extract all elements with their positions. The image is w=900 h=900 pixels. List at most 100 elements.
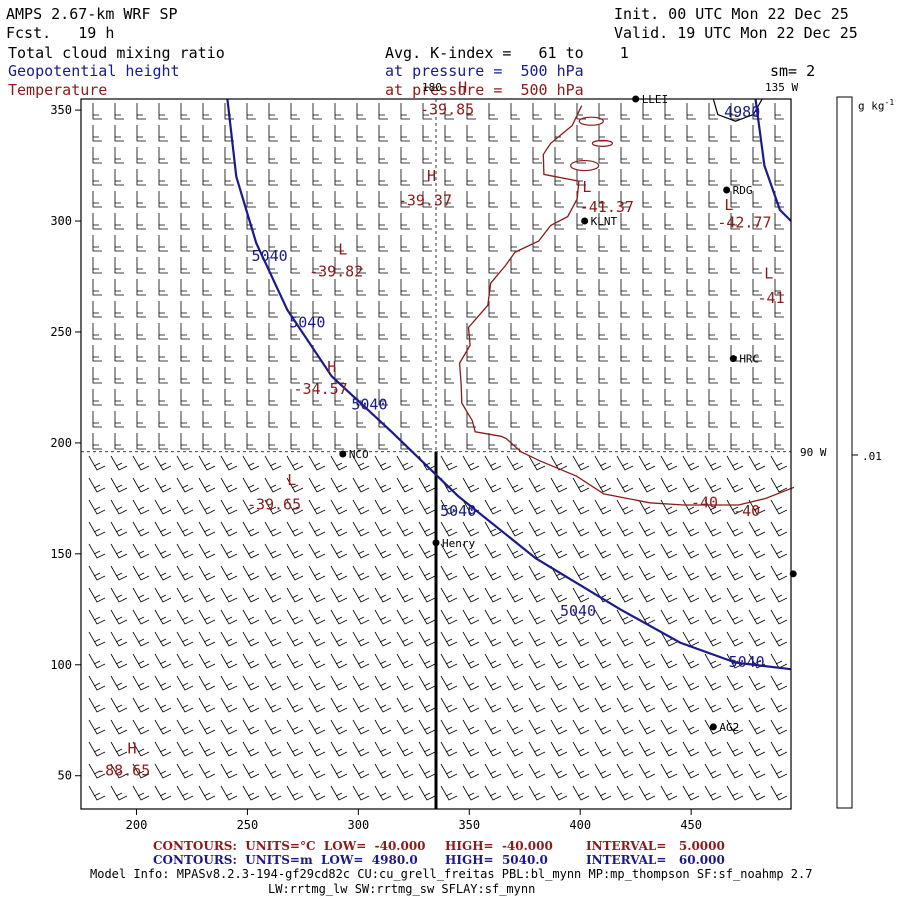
wind-barb	[154, 609, 172, 625]
wind-barb	[268, 103, 278, 120]
wind-barb	[686, 169, 696, 186]
forecast-hour: Fcst. 19 h	[6, 24, 115, 42]
wind-barb	[202, 191, 212, 208]
wind-barb	[202, 367, 212, 384]
wind-barb	[136, 103, 146, 120]
wind-barb	[312, 147, 322, 164]
wind-barb	[396, 675, 414, 691]
wind-barb	[748, 609, 766, 625]
wind-barb	[528, 719, 546, 735]
wind-barb	[598, 125, 608, 142]
wind-barb	[510, 125, 520, 142]
wind-barb	[312, 103, 322, 120]
wind-barb	[374, 653, 392, 669]
wind-barb	[180, 433, 190, 450]
wind-barb	[440, 697, 458, 713]
wind-barb	[308, 763, 326, 779]
wind-barb	[268, 411, 278, 428]
wind-barb	[378, 433, 388, 450]
wind-barb	[352, 543, 370, 559]
map-axes: 200 250 300 350 400 450 350 300 250 200 150 100 50	[50, 103, 702, 832]
wind-barb	[598, 147, 608, 164]
wind-barb	[220, 609, 238, 625]
wind-barb	[154, 675, 172, 691]
wind-barb	[180, 235, 190, 252]
wind-barb	[686, 257, 696, 274]
wind-barb	[616, 675, 634, 691]
wind-barb	[528, 785, 546, 801]
wind-barb	[774, 411, 784, 428]
wind-barb	[616, 653, 634, 669]
wind-barb	[704, 609, 722, 625]
wind-barb	[176, 565, 194, 581]
wind-barb	[642, 345, 652, 362]
wind-barb	[312, 301, 322, 318]
wind-barb	[396, 653, 414, 669]
extremum-marker: H	[427, 167, 436, 185]
wind-barb	[114, 103, 124, 120]
wind-barb	[220, 587, 238, 603]
wind-barb	[110, 455, 128, 471]
y-tick-label: 350	[50, 103, 72, 117]
wind-barb	[418, 741, 436, 757]
wind-barb	[730, 411, 740, 428]
wind-barb	[290, 411, 300, 428]
wind-barb	[374, 587, 392, 603]
wind-barb	[704, 631, 722, 647]
wind-barb	[550, 785, 568, 801]
wind-barb	[418, 763, 436, 779]
wind-barb	[620, 169, 630, 186]
wind-barb	[532, 147, 542, 164]
wind-barb	[418, 565, 436, 581]
wind-barb	[246, 367, 256, 384]
wind-barb	[308, 565, 326, 581]
wind-barb	[748, 477, 766, 493]
wind-barbs	[88, 103, 788, 801]
wind-barb	[198, 565, 216, 581]
wind-barb	[202, 279, 212, 296]
wind-barb	[484, 521, 502, 537]
wind-barb	[642, 433, 652, 450]
wind-barb	[550, 675, 568, 691]
wind-barb	[440, 785, 458, 801]
wind-barb	[488, 147, 498, 164]
wind-barb	[418, 477, 436, 493]
wind-barb	[554, 169, 564, 186]
wind-barb	[308, 521, 326, 537]
wind-barb	[752, 191, 762, 208]
wind-barb	[444, 323, 454, 340]
wind-barb	[638, 675, 656, 691]
wind-barb	[132, 521, 150, 537]
wind-barb	[466, 433, 476, 450]
wind-barb	[730, 257, 740, 274]
colorbar	[836, 96, 853, 809]
wind-barb	[528, 565, 546, 581]
wind-barb	[686, 103, 696, 120]
lon-label-180: 180	[422, 81, 442, 94]
wind-barb	[290, 235, 300, 252]
wind-barb	[532, 235, 542, 252]
x-tick-label: 250	[237, 818, 259, 832]
wind-barb	[400, 411, 410, 428]
wind-barb	[708, 257, 718, 274]
wind-barb	[550, 631, 568, 647]
wind-barb	[220, 697, 238, 713]
wind-barb	[642, 235, 652, 252]
wind-barb	[88, 631, 106, 647]
wind-barb	[466, 301, 476, 318]
wind-barb	[176, 697, 194, 713]
wind-barb	[154, 499, 172, 515]
wind-barb	[774, 213, 784, 230]
wind-barb	[686, 367, 696, 384]
wind-barb	[488, 323, 498, 340]
wind-barb	[418, 587, 436, 603]
wind-barb	[642, 301, 652, 318]
wind-barb	[286, 565, 304, 581]
wind-barb	[378, 235, 388, 252]
wind-barb	[374, 631, 392, 647]
wind-barb	[594, 477, 612, 493]
wind-barb	[730, 169, 740, 186]
wind-barb	[528, 763, 546, 779]
wind-barb	[554, 389, 564, 406]
